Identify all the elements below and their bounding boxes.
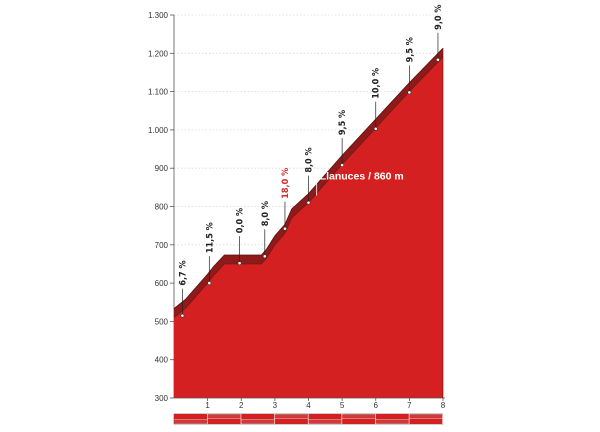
km-strip-segment <box>375 414 410 419</box>
km-strip-segment <box>274 414 309 419</box>
x-tick-label: 6 <box>374 401 379 410</box>
y-tick-label: 400 <box>155 356 169 365</box>
km-strip <box>173 413 444 425</box>
annotation-label: Llanuces / 860 m <box>320 171 404 183</box>
y-tick-label: 1.000 <box>148 126 169 135</box>
y-tick-label: 800 <box>155 203 169 212</box>
x-tick-label: 1 <box>205 401 210 410</box>
annotation: Llanuces / 860 m <box>316 171 404 196</box>
gradient-marker <box>207 281 212 286</box>
gradient-label: 18,0 % <box>281 168 291 199</box>
x-tick-label: 7 <box>407 401 412 410</box>
gradient-label: 0,0 % <box>236 208 246 233</box>
gradient-labels: 6,7 % 11,5 % 0,0 % 8,0 % 18,0 % 8,0 % 9,5 % 10,… <box>178 5 444 318</box>
x-tick-label: 5 <box>340 401 345 410</box>
profile-outline <box>173 47 444 309</box>
gradient-label: 10,0 % <box>372 68 382 99</box>
gradient-marker <box>283 226 287 231</box>
x-tick-label: 4 <box>306 401 311 410</box>
y-tick-label: 600 <box>155 279 169 288</box>
gradient-marker <box>436 57 440 62</box>
km-strip-segment <box>308 419 343 424</box>
km-strip-segment <box>342 414 376 419</box>
km-strip-segment <box>409 419 443 424</box>
gradient-marker <box>237 261 242 266</box>
gradient-label: 9,5 % <box>338 110 348 135</box>
y-tick-label: 700 <box>155 241 169 250</box>
gradient-marker <box>306 200 311 205</box>
y-tick-label: 500 <box>155 317 169 326</box>
y-axis-ticks: 300 400 500 600 700 800 900 1.000 1.100 1.200 1.30… <box>148 11 175 403</box>
gradient-label: 9,5 % <box>405 37 415 62</box>
profile-area <box>173 47 444 398</box>
gradient-marker <box>340 163 345 168</box>
y-tick-label: 1.100 <box>148 88 169 97</box>
y-tick-label: 300 <box>155 394 169 403</box>
km-strip-segment <box>308 414 343 419</box>
km-strip-segment <box>342 419 376 424</box>
gradient-marker <box>373 126 378 131</box>
km-strip-segment <box>174 414 208 419</box>
gradient-label: 9,0 % <box>434 5 444 30</box>
km-strip-segment <box>375 419 410 424</box>
km-strip-segment <box>241 419 275 424</box>
gradient-marker <box>180 313 185 318</box>
x-tick-label: 3 <box>273 401 278 410</box>
gradient-label: 8,0 % <box>261 201 271 226</box>
km-strip-segment <box>174 419 208 424</box>
y-tick-label: 1.200 <box>148 49 169 58</box>
km-strip-segment <box>207 414 242 419</box>
x-axis: 1 2 3 4 5 6 7 8 <box>174 397 446 410</box>
x-tick-label: 8 <box>441 401 446 410</box>
gradient-label: 6,7 % <box>178 260 188 285</box>
km-strip-segment <box>409 414 443 419</box>
gradient-label: 11,5 % <box>205 222 215 253</box>
gradient-label: 8,0 % <box>305 147 315 172</box>
x-tick-label: 2 <box>239 401 244 410</box>
gradient-marker <box>407 90 412 95</box>
gradient-marker <box>262 254 267 259</box>
km-strip-segment <box>207 419 242 424</box>
y-tick-label: 1.300 <box>148 11 169 20</box>
y-tick-label: 900 <box>155 164 169 173</box>
km-strip-segment <box>274 419 309 424</box>
profile-edge <box>173 56 444 318</box>
km-strip-segment <box>241 414 275 419</box>
profile-fill <box>174 57 443 398</box>
